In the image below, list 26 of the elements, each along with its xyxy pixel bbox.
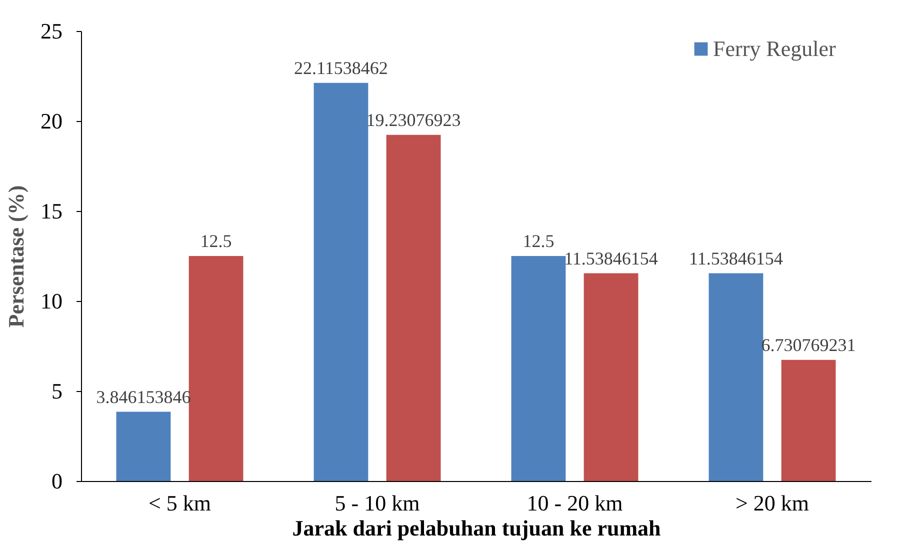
bar <box>386 134 441 481</box>
bar <box>584 273 638 481</box>
y-tick-label: 15 <box>40 198 62 224</box>
data-label: 11.53846154 <box>564 248 658 268</box>
y-tick-label: 20 <box>40 108 62 134</box>
x-tick-label: > 20 km <box>735 490 810 516</box>
data-label: 12.5 <box>522 231 554 251</box>
y-tick-label: 5 <box>52 378 62 404</box>
data-label: 22.11538462 <box>294 58 388 78</box>
bar <box>781 360 836 481</box>
bar <box>188 256 244 481</box>
y-tick-label: 10 <box>40 288 62 314</box>
x-tick-label: 10 - 20 km <box>526 490 623 516</box>
data-label: 11.53846154 <box>689 248 783 268</box>
y-axis-title: Persentase (%) <box>4 185 28 328</box>
y-tick-label: 25 <box>40 18 62 44</box>
bar <box>116 412 171 481</box>
bar <box>708 273 764 481</box>
x-tick-label: 5 - 10 km <box>334 490 420 516</box>
legend-label: Ferry Reguler <box>713 36 836 61</box>
x-tick-label: < 5 km <box>148 490 212 516</box>
bar <box>314 82 368 481</box>
bar <box>511 256 566 481</box>
data-label: 12.5 <box>200 231 232 251</box>
y-tick-label: 0 <box>52 468 62 494</box>
x-axis-title: Jarak dari pelabuhan tujuan ke rumah <box>292 516 661 540</box>
